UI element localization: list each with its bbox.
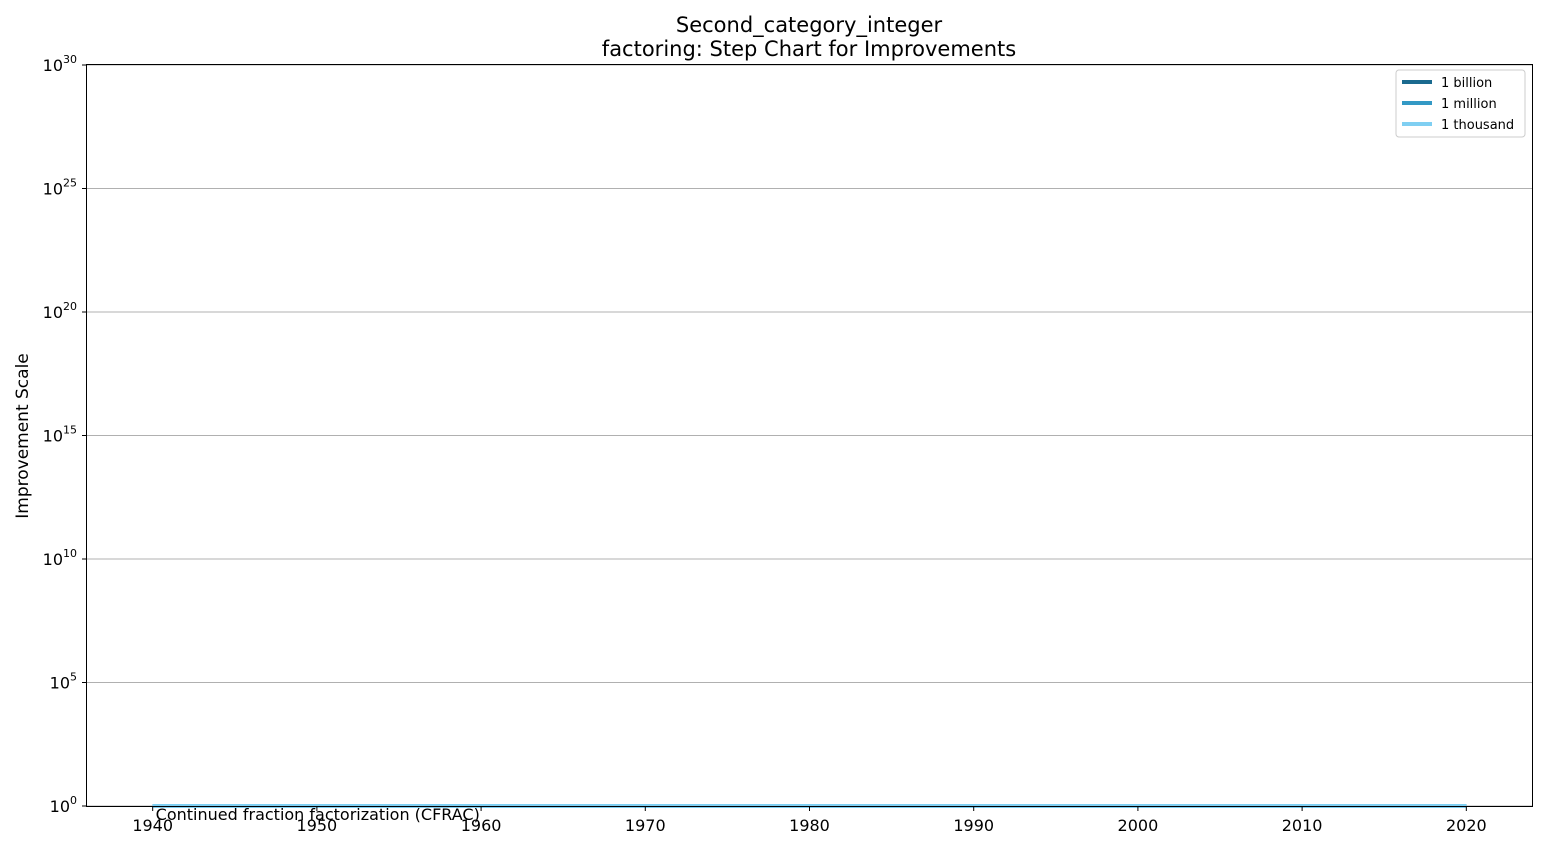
y-tick-exponent: 25 [63,177,77,190]
x-tick-label: 1940 [132,816,173,835]
x-tick-label: 2010 [1282,816,1323,835]
x-tick-label: 2020 [1446,816,1487,835]
legend-label: 1 billion [1441,76,1492,91]
x-tick-label: 1990 [953,816,994,835]
y-tick-exponent: 10 [63,547,77,560]
legend-box [1395,69,1526,138]
legend-label: 1 million [1441,97,1497,112]
x-tick-label: 1980 [789,816,830,835]
x-axis-ticks: 1940 1950 1960 1970 1980 1990 2000 2010 2020 [132,806,1487,835]
y-tick-exponent: 15 [63,424,77,437]
chart-title-line-1: Second_category_integer [676,13,943,38]
x-tick-label: 1950 [297,816,338,835]
legend-label: 1 thousand [1441,118,1514,133]
y-axis-label: Improvement Scale [13,353,33,519]
x-tick-label: 2000 [1118,816,1159,835]
y-tick-exponent: 20 [63,300,77,313]
x-tick-label: 1960 [461,816,502,835]
chart-title-line-2: factoring: Step Chart for Improvements [602,37,1016,61]
x-tick-label: 1970 [625,816,666,835]
y-tick-exponent: 0 [70,794,77,807]
annotation-label: Continued fraction factorization (CFRAC) [156,805,480,824]
y-tick-exponent: 30 [63,53,77,66]
y-tick-exponent: 5 [70,671,77,684]
legend: 1 billion 1 million 1 thousand [1395,69,1526,138]
annotations: Continued fraction factorization (CFRAC) [156,805,480,824]
